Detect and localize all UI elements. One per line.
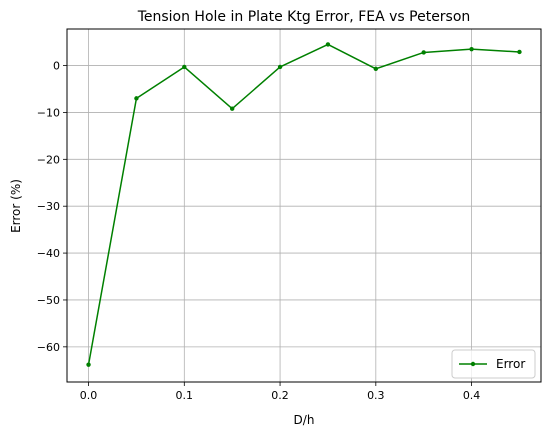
y-tick-label: −60 — [37, 341, 60, 354]
data-point — [86, 362, 91, 367]
y-tick-label: −40 — [37, 247, 60, 260]
legend-entry-error: Error — [496, 357, 525, 371]
x-axis-label: D/h — [294, 413, 315, 427]
legend-box — [451, 349, 536, 379]
legend-point-marker — [470, 361, 476, 367]
data-point — [229, 106, 235, 111]
y-tick-label: −50 — [37, 294, 60, 307]
y-tick-label: −10 — [37, 106, 60, 119]
y-tick-label: −30 — [37, 200, 60, 213]
data-point — [134, 96, 139, 101]
data-point — [277, 64, 283, 70]
data-point — [469, 46, 474, 52]
ticks: 0.0 0.1 0.2 0.3 0.4 −60 −50 −40 −30 −20 −10 0 — [37, 60, 481, 402]
data-point — [325, 42, 331, 47]
data-point — [182, 64, 187, 70]
series-line-error — [87, 43, 520, 365]
x-tick-label: 0.0 — [80, 389, 98, 402]
data-point — [517, 49, 522, 55]
y-tick-label: 0 — [53, 60, 60, 73]
x-tick-label: 0.2 — [271, 389, 289, 402]
grid — [67, 29, 541, 382]
series-layer — [86, 42, 522, 367]
data-point — [373, 66, 379, 72]
x-tick-label: 0.3 — [367, 389, 385, 402]
y-axis-label: Error (%) — [9, 179, 23, 233]
x-tick-label: 0.1 — [176, 389, 194, 402]
x-tick-label: 0.4 — [463, 389, 481, 402]
plot-frame — [66, 28, 542, 383]
legend: Error — [451, 349, 536, 379]
y-tick-label: −20 — [37, 153, 60, 166]
data-point — [421, 50, 426, 55]
chart-title: Tension Hole in Plate Ktg Error, FEA vs … — [137, 9, 471, 25]
